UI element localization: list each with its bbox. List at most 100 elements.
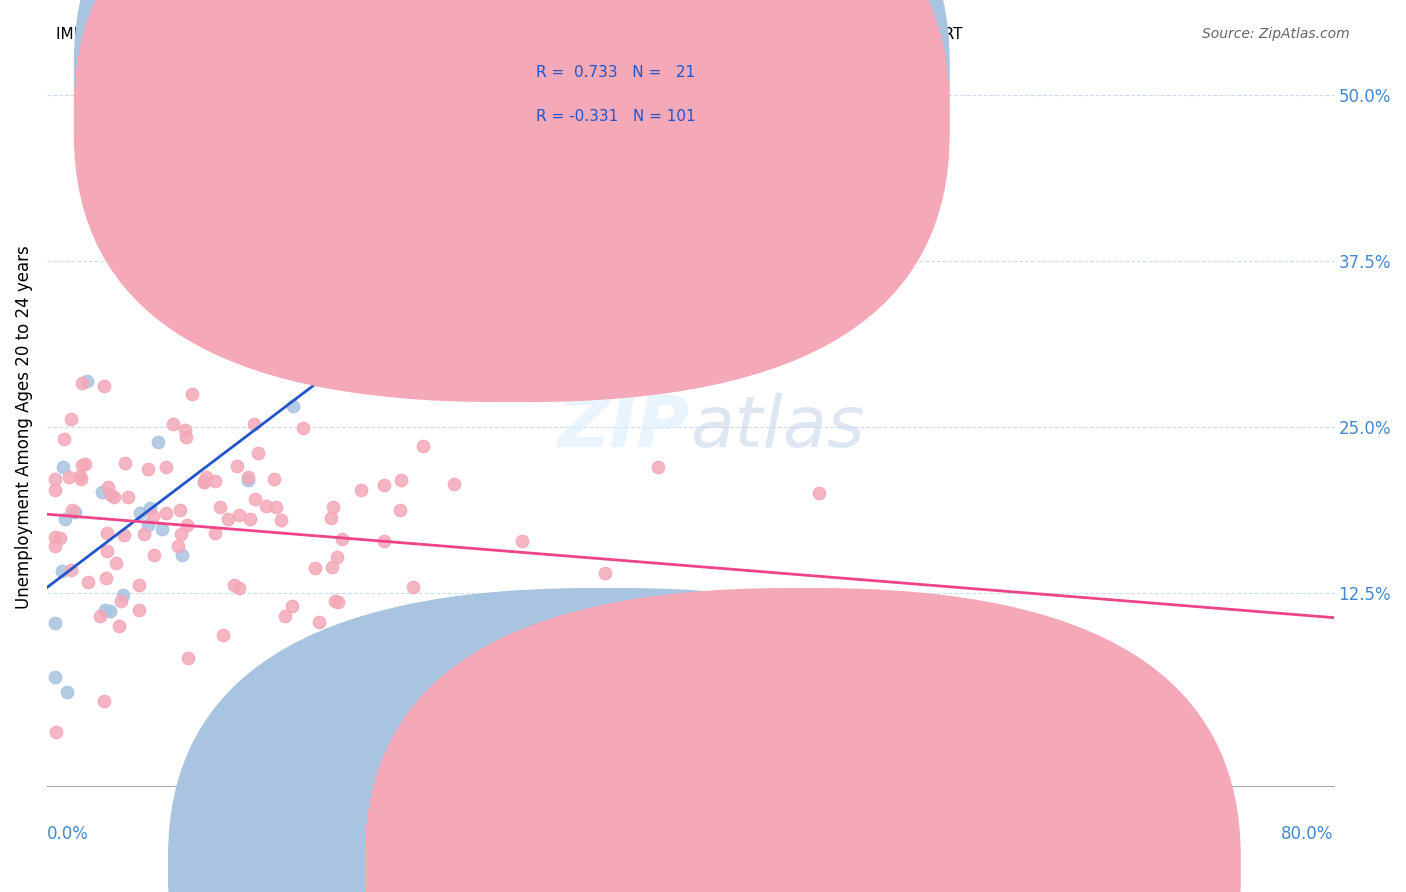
Point [174, 429, 197, 443]
Point [319, 511, 342, 525]
Point [209, 500, 232, 514]
Point [239, 511, 262, 525]
Point [128, 578, 150, 592]
Point [412, 439, 434, 453]
Point [107, 618, 129, 632]
Text: Source: ZipAtlas.com: Source: ZipAtlas.com [1202, 27, 1350, 41]
Text: 80.0%: 80.0% [1281, 825, 1333, 843]
Point [69, 469, 91, 483]
Point [44, 670, 66, 684]
Point [104, 556, 127, 570]
Point [363, 641, 385, 656]
Point [243, 492, 266, 507]
Point [97, 480, 120, 494]
Point [228, 581, 250, 595]
Point [70, 472, 93, 486]
Point [333, 723, 356, 738]
Point [128, 506, 150, 520]
Point [229, 334, 252, 348]
Point [389, 473, 412, 487]
Point [128, 603, 150, 617]
Text: R = -0.331   N = 101: R = -0.331 N = 101 [536, 110, 696, 124]
Point [112, 589, 135, 603]
Text: South Americans: South Americans [827, 860, 957, 874]
Point [304, 561, 326, 575]
Point [308, 615, 330, 629]
Point [117, 490, 139, 504]
Point [373, 534, 395, 549]
Point [146, 434, 169, 449]
Point [132, 526, 155, 541]
Point [96, 544, 118, 558]
Point [150, 522, 173, 536]
Point [169, 503, 191, 517]
Point [103, 490, 125, 504]
Point [228, 508, 250, 523]
Point [180, 387, 202, 401]
Point [236, 469, 259, 483]
Y-axis label: Unemployment Among Ages 20 to 24 years: Unemployment Among Ages 20 to 24 years [15, 245, 32, 609]
Point [647, 459, 669, 474]
Point [177, 651, 200, 665]
Point [280, 599, 302, 614]
Point [73, 458, 96, 472]
Point [93, 693, 115, 707]
Point [388, 715, 411, 730]
Point [49, 531, 72, 545]
Point [110, 594, 132, 608]
Point [142, 548, 165, 562]
Point [321, 559, 343, 574]
Point [155, 460, 177, 475]
Point [593, 566, 616, 580]
Point [388, 503, 411, 517]
Point [170, 548, 193, 562]
Point [45, 725, 67, 739]
Point [195, 470, 218, 484]
Point [291, 421, 314, 435]
Point [176, 518, 198, 533]
Point [464, 597, 486, 611]
Point [114, 456, 136, 470]
Text: IMMIGRANTS FROM CHILE VS SOUTH AMERICAN UNEMPLOYMENT AMONG AGES 20 TO 24 YEARS C: IMMIGRANTS FROM CHILE VS SOUTH AMERICAN … [56, 27, 963, 42]
Point [283, 399, 305, 413]
Text: Immigrants from Chile: Immigrants from Chile [630, 860, 801, 874]
Point [193, 475, 215, 489]
Point [162, 417, 184, 431]
Point [204, 474, 226, 488]
Point [44, 615, 66, 630]
Point [246, 446, 269, 460]
Point [52, 459, 75, 474]
Point [243, 417, 266, 431]
Point [217, 511, 239, 525]
Point [173, 423, 195, 437]
Text: ZIP: ZIP [558, 392, 690, 461]
Point [155, 506, 177, 520]
Point [91, 484, 114, 499]
Point [326, 595, 349, 609]
Point [98, 604, 121, 618]
Point [323, 593, 346, 607]
Point [204, 526, 226, 541]
Point [226, 459, 249, 474]
Point [166, 539, 188, 553]
Point [193, 475, 215, 489]
Point [77, 574, 100, 589]
Point [270, 513, 292, 527]
Point [326, 550, 349, 565]
Point [44, 540, 66, 554]
Point [60, 503, 83, 517]
Point [211, 628, 233, 642]
Point [136, 462, 159, 476]
Point [142, 509, 165, 524]
Point [402, 580, 425, 594]
Point [63, 504, 86, 518]
Point [44, 530, 66, 544]
Point [256, 499, 278, 513]
Point [44, 472, 66, 486]
Point [136, 518, 159, 533]
Point [464, 606, 486, 620]
Point [44, 483, 66, 497]
Point [170, 526, 193, 541]
Point [51, 564, 73, 578]
Point [93, 603, 115, 617]
